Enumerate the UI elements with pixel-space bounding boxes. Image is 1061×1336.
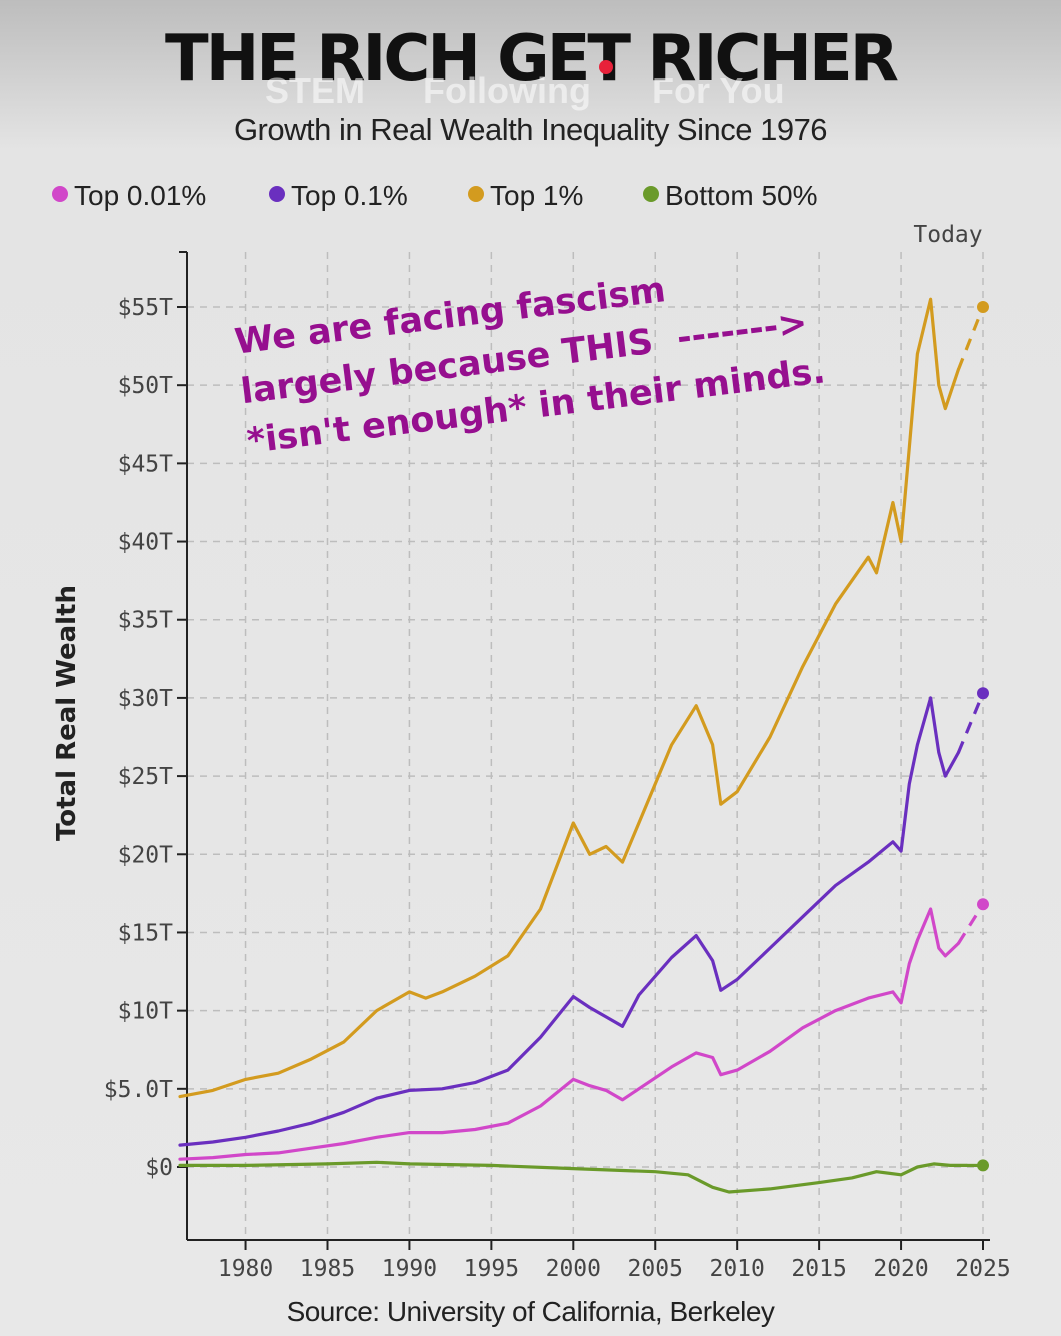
series-line-bottom-50	[178, 1160, 969, 1194]
legend-label: Top 1%	[490, 180, 584, 211]
y-axis-label: Total Real Wealth	[52, 585, 82, 841]
x-tick-label: 1990	[382, 1256, 437, 1282]
today-point-bottom-50	[977, 1159, 989, 1172]
legend-label: Bottom 50%	[665, 180, 818, 211]
y-tick-label: $5.0T	[104, 1077, 173, 1103]
overlay-tabs: STEM Following For You	[0, 70, 1061, 114]
series-line-top-0-1	[178, 696, 961, 1147]
x-tick-label: 1985	[300, 1256, 355, 1282]
y-tick-label: $0	[145, 1155, 173, 1181]
legend-marker	[468, 186, 484, 202]
source-note: Source: University of California, Berkel…	[286, 1296, 775, 1327]
today-label: Today	[913, 222, 982, 248]
notification-dot	[599, 60, 613, 74]
legend-label: Top 0.01%	[74, 180, 207, 211]
legend-item-top-1: Top 1%	[468, 180, 583, 212]
legend-item-top-01: Top 0.1%	[269, 180, 408, 212]
legend-item-bottom-50: Bottom 50%	[643, 180, 818, 212]
legend-marker	[269, 186, 285, 202]
legend-marker	[643, 186, 659, 202]
legend-item-top-001: Top 0.01%	[52, 180, 206, 212]
legend-label: Top 0.1%	[291, 180, 408, 211]
y-tick-label: $30T	[118, 686, 174, 712]
series-line-top-1	[178, 297, 961, 1099]
x-tick-label: 1995	[464, 1256, 519, 1282]
y-tick-label: $15T	[118, 920, 174, 946]
x-tick-label: 2025	[955, 1256, 1010, 1282]
projection-line-top-1	[956, 306, 985, 371]
x-tick-label: 2005	[628, 1256, 683, 1282]
axes: $0 $5.0T $10T $15T $20T $25T $30T $35T $40T $45T $…	[104, 251, 1011, 1282]
y-tick-label: $45T	[118, 451, 174, 477]
tab-stem[interactable]: STEM	[265, 70, 366, 111]
y-tick-label: $40T	[118, 530, 174, 556]
series-lines	[178, 297, 989, 1194]
x-tick-label: 2010	[709, 1256, 764, 1282]
today-point-top-0-1	[977, 687, 989, 700]
y-tick-label: $50T	[118, 373, 174, 399]
tab-following[interactable]: Following	[423, 70, 591, 111]
x-tick-label: 2020	[873, 1256, 928, 1282]
y-tick-label: $10T	[118, 999, 174, 1025]
y-tick-label: $20T	[118, 842, 174, 868]
legend-marker	[52, 186, 68, 202]
tab-for-you[interactable]: For You	[652, 70, 785, 111]
today-point-top-0-01	[977, 898, 989, 911]
x-tick-label: 2015	[791, 1256, 846, 1282]
projection-line-top-0-01	[957, 903, 985, 945]
series-line-top-0-01	[178, 907, 961, 1161]
y-tick-label: $25T	[118, 764, 174, 790]
chart-title: THE RICH GET RICHER	[165, 22, 899, 96]
chart-subtitle: Growth in Real Wealth Inequality Since 1…	[233, 112, 828, 147]
projection-line-top-0-1	[956, 692, 985, 754]
today-point-top-1	[977, 301, 989, 313]
x-tick-label: 2000	[546, 1256, 601, 1282]
x-tick-label: 1980	[218, 1256, 273, 1282]
y-tick-label: $35T	[118, 608, 174, 634]
y-tick-label: $55T	[118, 295, 174, 321]
